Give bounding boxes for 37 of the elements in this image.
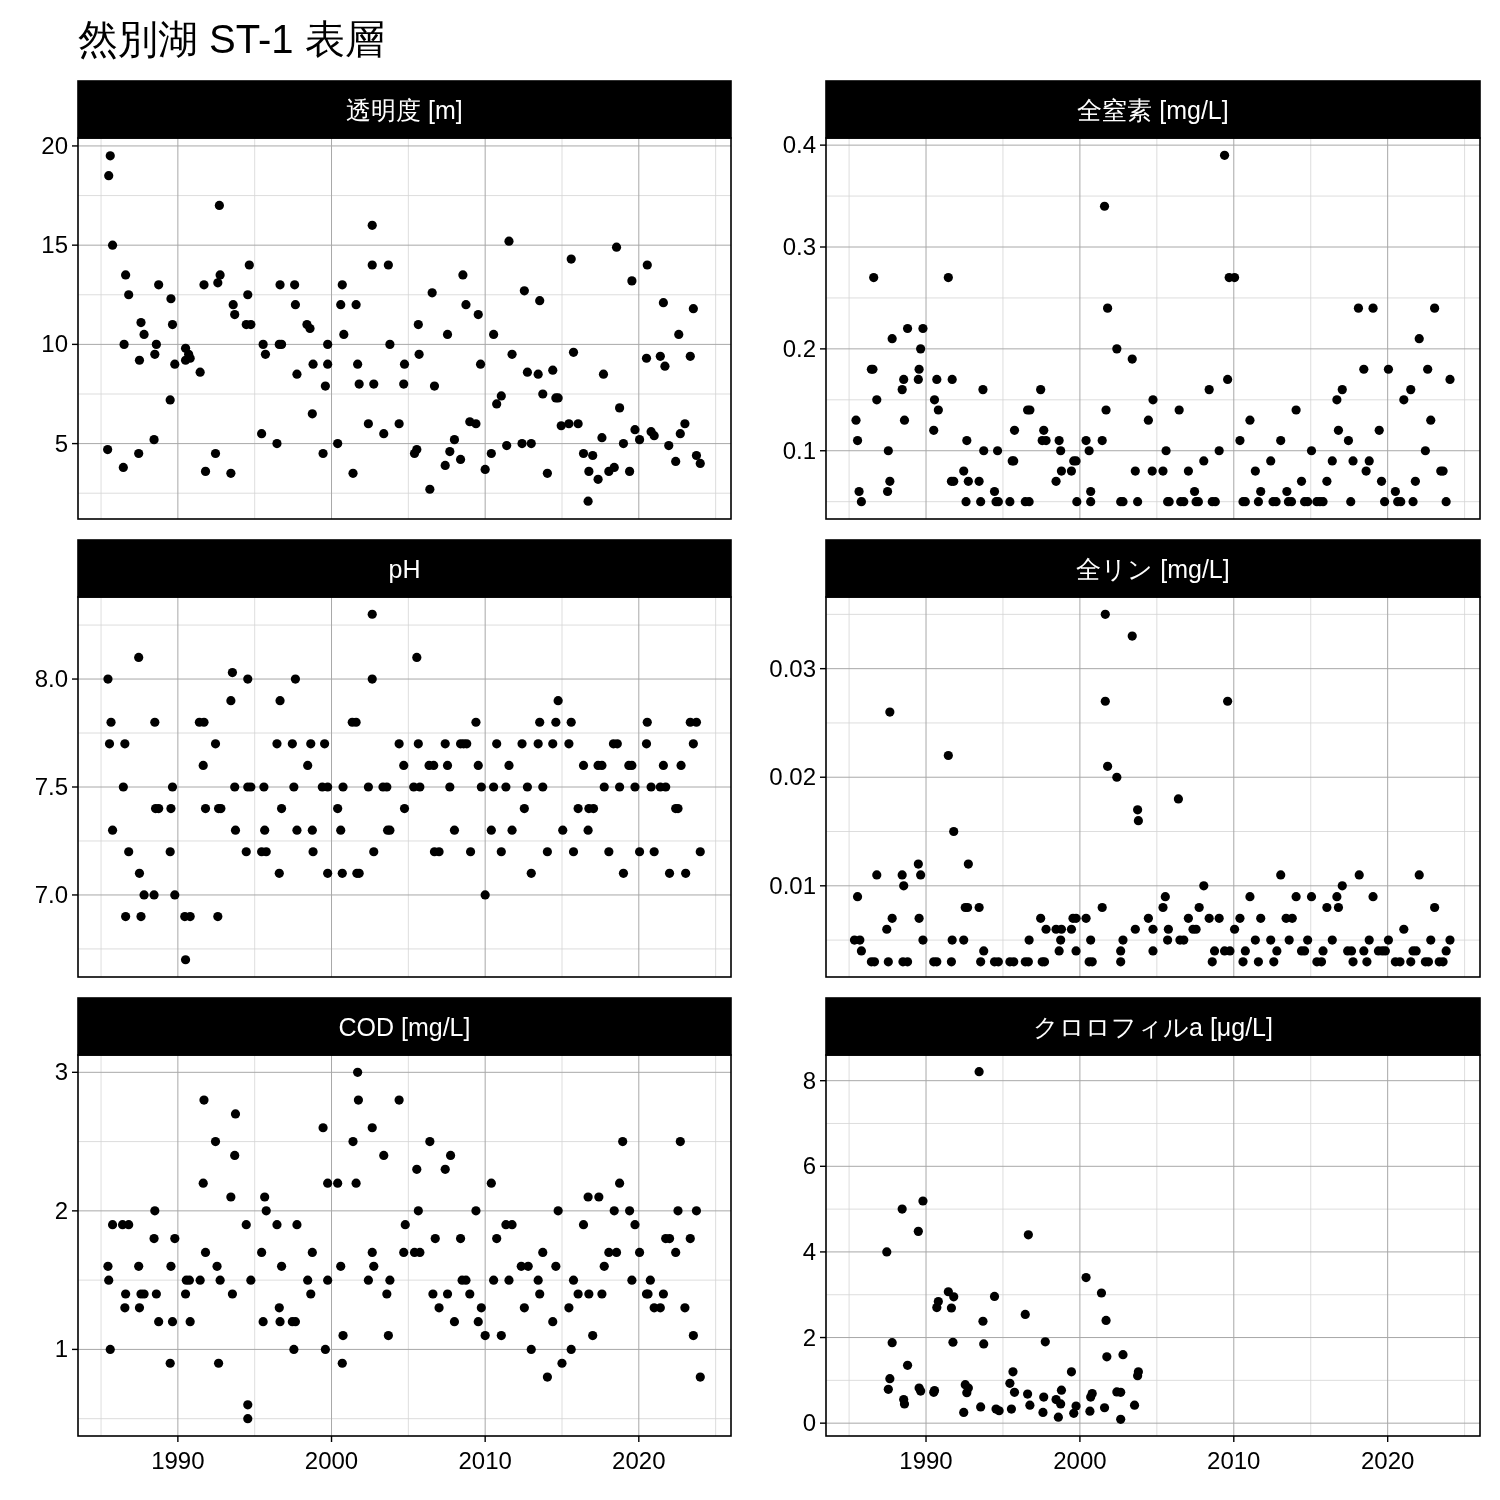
y-tick-label: 0.01 bbox=[769, 871, 816, 899]
y-tick-label: 0.02 bbox=[769, 763, 816, 791]
chart-title: 全リン [mg/L] bbox=[1076, 554, 1230, 583]
y-tick-label: 0.3 bbox=[782, 233, 816, 260]
x-tick-label: 2000 bbox=[1053, 1447, 1107, 1474]
y-tick-label: 0.2 bbox=[782, 334, 816, 362]
y-tick-label: 8.0 bbox=[34, 665, 68, 693]
x-tick-label: 2010 bbox=[458, 1447, 512, 1474]
y-tick-label: 1 bbox=[54, 1335, 68, 1363]
chart-title: COD [mg/L] bbox=[338, 1012, 471, 1041]
x-tick-label: 2010 bbox=[1207, 1447, 1261, 1474]
y-tick-label: 5 bbox=[54, 429, 68, 457]
y-tick-label: 8 bbox=[802, 1066, 816, 1094]
x-tick-label: 1990 bbox=[151, 1447, 205, 1474]
y-tick-label: 3 bbox=[54, 1058, 68, 1086]
x-tick-label: 1990 bbox=[899, 1447, 953, 1474]
y-tick-label: 6 bbox=[802, 1152, 816, 1180]
y-tick-label: 4 bbox=[802, 1237, 816, 1265]
y-tick-label: 10 bbox=[41, 330, 68, 358]
chart-title: 全窒素 [mg/L] bbox=[1077, 95, 1229, 124]
y-tick-label: 2 bbox=[54, 1196, 68, 1224]
x-tick-label: 2020 bbox=[1360, 1447, 1415, 1474]
y-tick-label: 2 bbox=[802, 1323, 816, 1351]
chart-title: pH bbox=[388, 554, 421, 583]
chart-title: 透明度 [m] bbox=[346, 95, 463, 124]
y-tick-label: 0.03 bbox=[769, 654, 816, 682]
y-tick-label: 0 bbox=[802, 1409, 816, 1437]
x-tick-label: 2020 bbox=[612, 1447, 666, 1474]
y-tick-label: 0.1 bbox=[782, 436, 816, 464]
y-tick-label: 7.5 bbox=[34, 773, 68, 800]
y-tick-label: 7.0 bbox=[34, 880, 68, 908]
y-tick-label: 15 bbox=[41, 231, 68, 259]
y-tick-label: 20 bbox=[41, 131, 68, 159]
x-tick-label: 2000 bbox=[304, 1447, 359, 1474]
y-tick-label: 0.4 bbox=[782, 131, 816, 159]
text: 然別湖 ST-1 表層 bbox=[78, 17, 385, 61]
chart-title: クロロフィルa [μg/L] bbox=[1033, 1012, 1273, 1041]
